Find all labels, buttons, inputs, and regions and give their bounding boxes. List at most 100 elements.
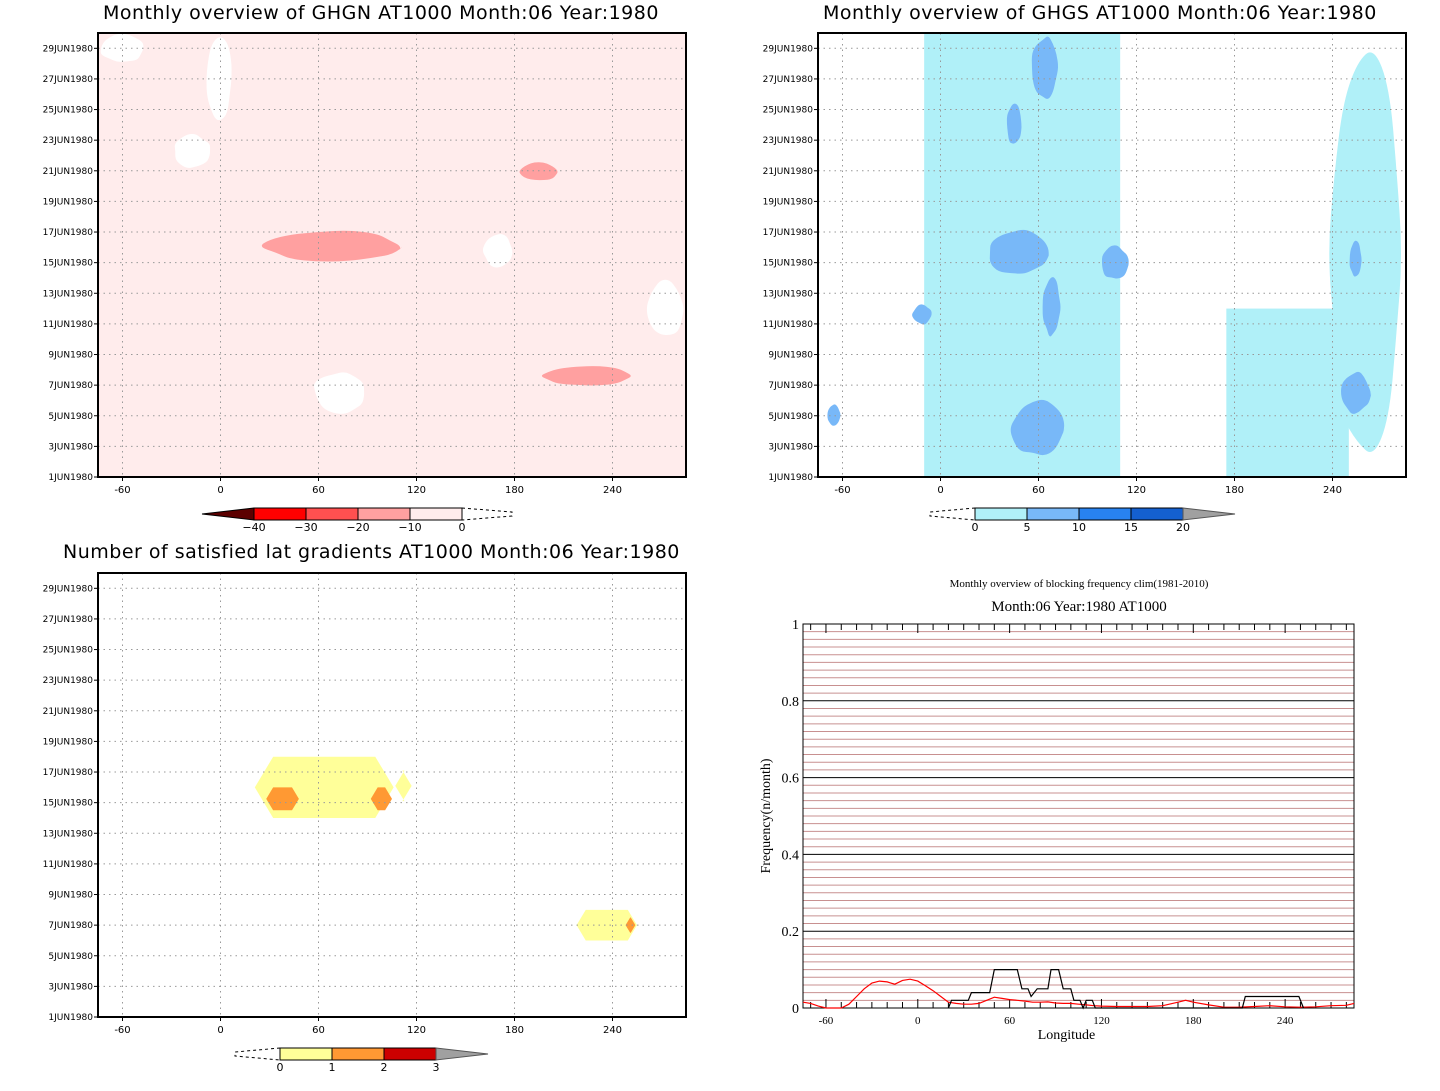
colorbar: 0 5 10 15 20 — [929, 507, 1236, 534]
contour-region — [989, 229, 1050, 274]
y-tick-label: 5JUN1980 — [48, 952, 93, 962]
plot-frame — [817, 32, 1407, 478]
gradients-title: Number of satisfied lat gradients AT1000… — [63, 541, 680, 563]
x-tick-label: -60 — [834, 485, 850, 496]
x-tick-label: 120 — [1093, 1015, 1110, 1027]
colorbar-segment — [1078, 507, 1132, 521]
colorbar-label: −10 — [398, 521, 421, 534]
colorbar-label: 0 — [459, 521, 466, 534]
contour-region — [395, 770, 412, 802]
contour-region — [1226, 308, 1349, 477]
x-tick-label: -60 — [114, 485, 130, 496]
y-tick-label: 21JUN1980 — [43, 707, 94, 717]
x-tick-label: 60 — [1004, 1015, 1016, 1027]
colorbar-segment — [331, 1047, 385, 1061]
y-tick-label: 3JUN1980 — [768, 442, 813, 452]
x-tick-label: 240 — [1277, 1015, 1294, 1027]
y-tick-label: 1JUN1980 — [48, 1013, 93, 1023]
y-tick-label: 11JUN1980 — [43, 860, 94, 870]
colorbar-extend-high — [435, 1047, 489, 1061]
y-tick-label: 17JUN1980 — [43, 228, 94, 238]
white-region — [646, 279, 685, 336]
y-tick-label: 15JUN1980 — [43, 799, 94, 809]
contour-region — [266, 787, 299, 811]
colorbar-label: 0 — [277, 1061, 284, 1074]
contour-region — [370, 787, 392, 811]
colorbar-label: 15 — [1124, 521, 1138, 534]
x-tick-label: 60 — [312, 1025, 325, 1036]
y-tick-label: 19JUN1980 — [43, 197, 94, 207]
y-tick-label: 29JUN1980 — [763, 44, 814, 54]
y-tick-label: 27JUN1980 — [763, 75, 814, 85]
y-tick-label: 11JUN1980 — [43, 320, 94, 330]
colorbar-segment — [409, 507, 463, 521]
y-tick-label: 19JUN1980 — [43, 737, 94, 747]
x-tick-label: 240 — [1323, 485, 1342, 496]
ghgs-title: Monthly overview of GHGS AT1000 Month:06… — [823, 2, 1377, 24]
contour-region — [261, 230, 403, 262]
y-tick-label: 5JUN1980 — [48, 412, 93, 422]
x-tick-label: 60 — [1032, 485, 1045, 496]
plot-background — [98, 573, 686, 1017]
blocking-chart: Monthly overview of blocking frequency c… — [759, 578, 1355, 1043]
y-tick-label: 23JUN1980 — [43, 676, 94, 686]
x-tick-label: -60 — [114, 1025, 130, 1036]
y-tick-label: 0.2 — [782, 925, 800, 940]
y-tick-label: 29JUN1980 — [43, 44, 94, 54]
y-tick-label: 27JUN1980 — [43, 75, 94, 85]
y-tick-label: 17JUN1980 — [43, 768, 94, 778]
y-tick-label: 9JUN1980 — [48, 351, 93, 361]
contour-region — [576, 909, 637, 941]
y-tick-label: 29JUN1980 — [43, 584, 94, 594]
x-tick-label: 180 — [1225, 485, 1244, 496]
y-tick-label: 27JUN1980 — [43, 615, 94, 625]
colorbar-label: −30 — [294, 521, 317, 534]
y-tick-label: 17JUN1980 — [763, 228, 814, 238]
contour-region — [827, 404, 841, 426]
x-tick-label: 180 — [505, 485, 524, 496]
white-region — [100, 33, 144, 62]
colorbar-label: 0 — [972, 521, 979, 534]
colorbar-segment — [974, 507, 1028, 521]
contour-region — [1329, 52, 1403, 452]
colorbar-label: 2 — [381, 1061, 388, 1074]
colorbar-extend-high — [1182, 507, 1236, 521]
y-tick-label: 23JUN1980 — [763, 136, 814, 146]
contour-region — [1042, 277, 1062, 337]
colorbar-segment — [383, 1047, 437, 1061]
series-line-month-1980 — [947, 969, 1305, 1010]
plot-frame — [97, 32, 687, 478]
colorbar-label: 1 — [329, 1061, 336, 1074]
y-tick-label: 13JUN1980 — [43, 289, 94, 299]
y-tick-label: 3JUN1980 — [48, 442, 93, 452]
contour-region — [1006, 103, 1022, 144]
y-tick-label: 1JUN1980 — [48, 473, 93, 483]
contour-region — [1010, 399, 1065, 456]
y-tick-label: 0.4 — [782, 848, 800, 863]
x-tick-label: 0 — [915, 1015, 921, 1027]
colorbar-segment — [279, 1047, 333, 1061]
y-tick-label: 21JUN1980 — [43, 167, 94, 177]
colorbar-segment — [305, 507, 359, 521]
x-tick-label: 0 — [217, 485, 223, 496]
y-tick-label: 19JUN1980 — [763, 197, 814, 207]
ghgs-chart: 1JUN1980 3JUN1980 5JUN1980 7JUN1980 9JUN1980… — [763, 32, 1407, 534]
contour-region — [1341, 371, 1372, 414]
x-tick-label: 120 — [407, 1025, 426, 1036]
ghgn-title: Monthly overview of GHGN AT1000 Month:06… — [103, 2, 659, 24]
y-tick-label: 3JUN1980 — [48, 982, 93, 992]
colorbar: 0 1 2 3 — [234, 1047, 489, 1074]
y-tick-label: 21JUN1980 — [763, 167, 814, 177]
contour-region — [541, 366, 633, 386]
y-tick-label: 9JUN1980 — [768, 351, 813, 361]
y-tick-label: 1JUN1980 — [768, 473, 813, 483]
y-tick-label: 1 — [792, 618, 799, 633]
plot-background — [98, 33, 686, 477]
y-tick-label: 25JUN1980 — [763, 106, 814, 116]
x-tick-label: 180 — [505, 1025, 524, 1036]
y-axis-label: Frequency(n/month) — [759, 758, 774, 873]
y-tick-label: 7JUN1980 — [48, 921, 93, 931]
y-tick-label: 7JUN1980 — [48, 381, 93, 391]
x-tick-label: 180 — [1185, 1015, 1202, 1027]
colorbar-segment — [253, 507, 307, 521]
